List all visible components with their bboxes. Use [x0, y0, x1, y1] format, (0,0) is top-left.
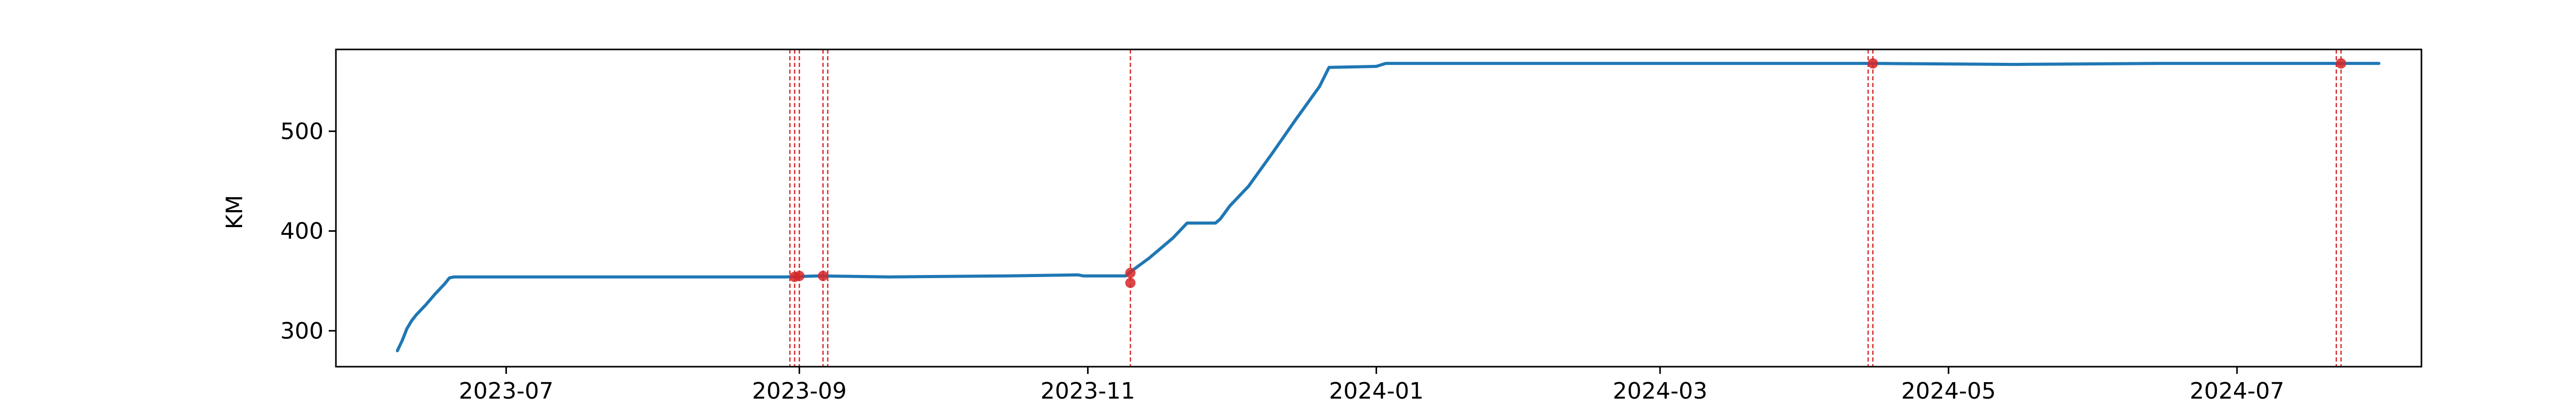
- x-tick-label: 2024-05: [1901, 378, 1996, 404]
- event-markers: [789, 58, 2346, 288]
- x-tick-label: 2024-07: [2190, 378, 2284, 404]
- x-tick-label: 2023-07: [459, 378, 554, 404]
- event-lines: [789, 49, 2342, 367]
- x-tick-label: 2023-11: [1041, 378, 1136, 404]
- x-axis: 2023-07 2023-09 2023-11 2024-01 2024-03 2024-…: [459, 367, 2284, 404]
- x-tick-label: 2024-01: [1329, 378, 1423, 404]
- event-marker: [794, 270, 805, 281]
- event-marker: [2335, 58, 2346, 69]
- plot-frame: [335, 48, 2422, 368]
- event-marker: [818, 270, 828, 281]
- x-tick-label: 2023-09: [752, 378, 847, 404]
- event-marker: [1125, 267, 1136, 278]
- y-axis-label: KM: [222, 195, 248, 230]
- y-tick-label: 400: [280, 218, 324, 245]
- y-axis: 300 400 500: [280, 118, 336, 344]
- event-marker: [1125, 278, 1136, 288]
- series-layer: [396, 62, 2381, 352]
- x-tick-label: 2024-03: [1613, 378, 1707, 404]
- km-series-line: [396, 62, 2381, 352]
- y-tick-label: 300: [280, 318, 324, 344]
- event-marker: [1868, 58, 1878, 69]
- y-tick-label: 500: [280, 118, 324, 145]
